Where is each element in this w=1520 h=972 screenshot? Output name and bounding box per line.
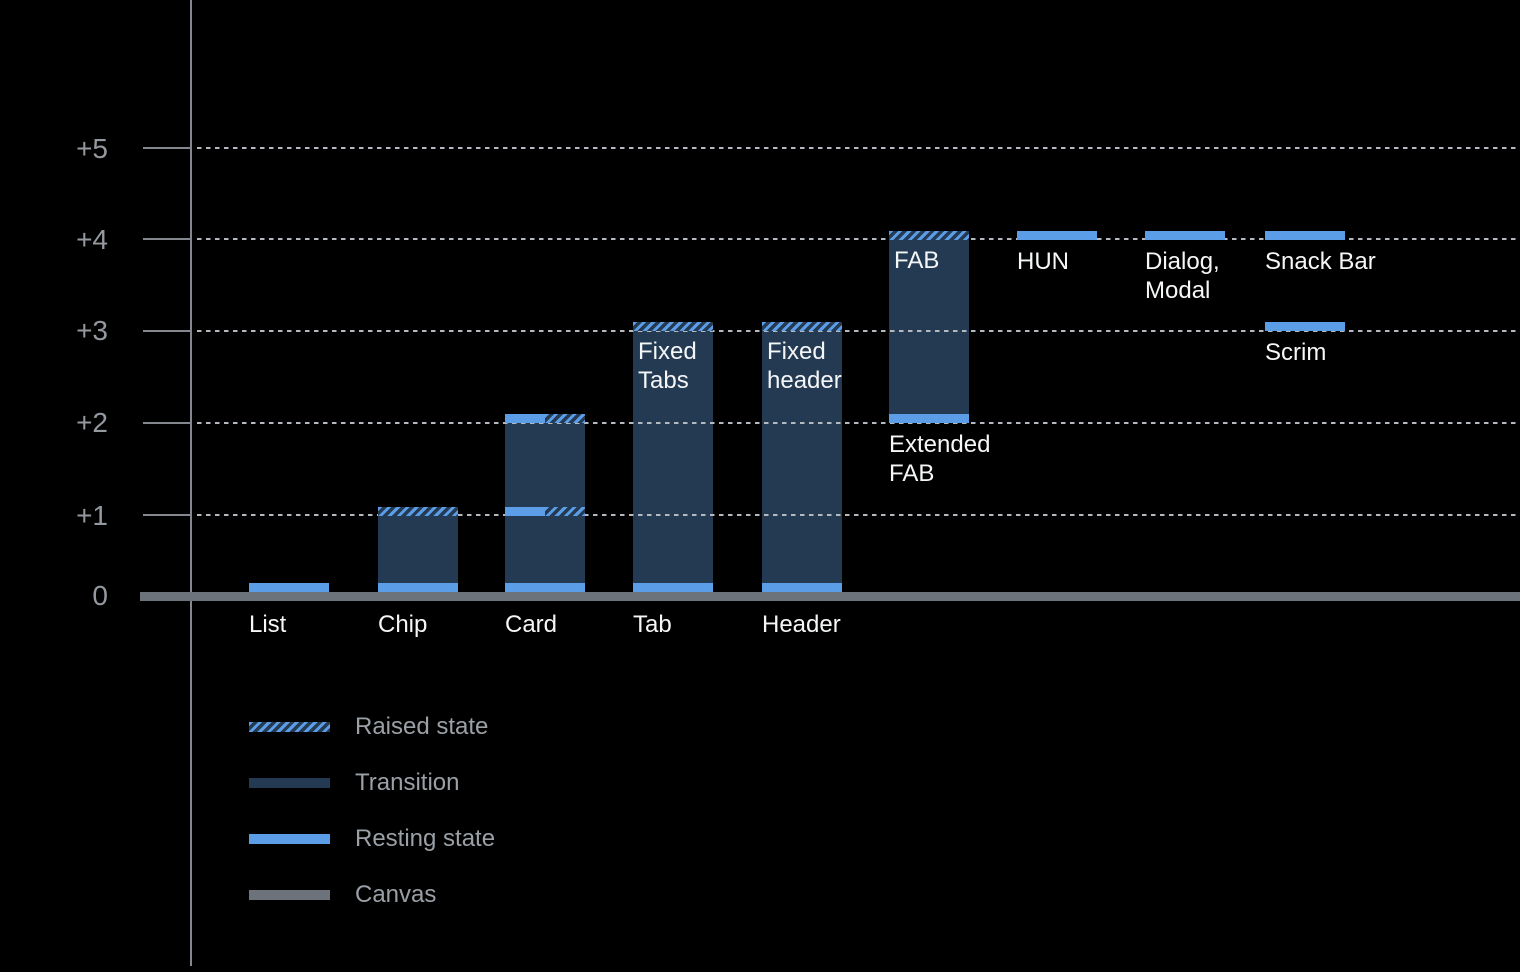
legend-item-resting-state: Resting state (249, 811, 495, 867)
resting-state-swatch (249, 834, 330, 844)
tab-inner-label: Fixed Tabs (638, 338, 697, 394)
gridline-plus-2 (197, 421, 1520, 424)
list-resting-segment (249, 583, 329, 592)
header-raised-segment (762, 322, 842, 331)
legend: Raised state Transition Resting state Ca… (249, 699, 495, 923)
card-resting-segment-l1 (505, 506, 545, 516)
legend-item-canvas: Canvas (249, 867, 495, 923)
legend-label-transition: Transition (355, 769, 460, 796)
dialog-modal-resting-segment (1145, 230, 1225, 240)
header-label: Header (762, 611, 841, 638)
y-tick-label-4: +4 (76, 223, 108, 255)
list-label: List (249, 611, 287, 638)
y-tick-label-5: +5 (76, 132, 108, 164)
y-tick-label-2: +2 (76, 407, 108, 438)
dialog-modal-label: Dialog, Modal (1145, 247, 1220, 304)
fab-raised-segment (889, 230, 969, 240)
header-transition-segment (762, 331, 842, 583)
chip-label: Chip (378, 611, 428, 638)
y-tick-label-1: +1 (76, 499, 108, 531)
legend-label-canvas: Canvas (355, 881, 437, 908)
canvas-baseline (140, 592, 1520, 601)
card-transition-segment (505, 423, 585, 583)
gridline-plus-5 (197, 147, 1520, 149)
fab-resting-segment (889, 414, 969, 423)
header-resting-segment (762, 583, 842, 592)
chip-raised-segment (378, 506, 458, 516)
y-tick-label-3: +3 (76, 315, 108, 346)
y-axis-tick-4 (143, 238, 191, 240)
gridline-plus-4 (197, 238, 1520, 240)
legend-item-raised-state: Raised state (249, 699, 495, 755)
scrim-resting-segment (1265, 322, 1345, 331)
fab-label: Extended FAB (889, 431, 991, 487)
y-axis-line (190, 0, 192, 966)
legend-label-resting-state: Resting state (355, 825, 496, 852)
hun-resting-segment (1017, 230, 1097, 240)
transition-swatch (249, 778, 330, 788)
tab-label: Tab (633, 611, 672, 638)
card-label: Card (505, 611, 558, 638)
fab-transition-segment (889, 239, 969, 414)
y-tick-label-0: 0 (92, 580, 108, 611)
y-axis-tick-3 (143, 329, 191, 332)
legend-item-transition: Transition (249, 755, 495, 811)
tab-resting-segment (633, 583, 713, 592)
fab-inner-label: FAB (894, 246, 940, 274)
card-raised-segment-l2 (545, 414, 585, 423)
canvas-swatch (249, 890, 330, 900)
snack-bar-label: Snack Bar (1265, 247, 1376, 275)
y-axis-tick-1 (143, 514, 191, 516)
header-inner-label: Fixed header (767, 338, 842, 394)
gridline-plus-1 (197, 514, 1520, 516)
hun-label: HUN (1017, 247, 1069, 275)
tab-raised-segment (633, 322, 713, 331)
tab-transition-segment (633, 331, 713, 583)
y-axis-tick-2 (143, 421, 191, 424)
card-resting-segment-l2 (505, 414, 545, 423)
legend-label-raised-state: Raised state (355, 713, 489, 740)
scrim-label: Scrim (1265, 339, 1327, 366)
chip-resting-segment (378, 583, 458, 592)
snack-bar-resting-segment (1265, 230, 1345, 240)
y-axis-tick-5 (143, 147, 191, 149)
raised-state-swatch (249, 722, 330, 732)
chip-transition-segment (378, 515, 458, 583)
card-resting-segment (505, 583, 585, 592)
card-raised-segment-l1 (545, 506, 585, 516)
gridline-plus-3 (197, 329, 1520, 332)
